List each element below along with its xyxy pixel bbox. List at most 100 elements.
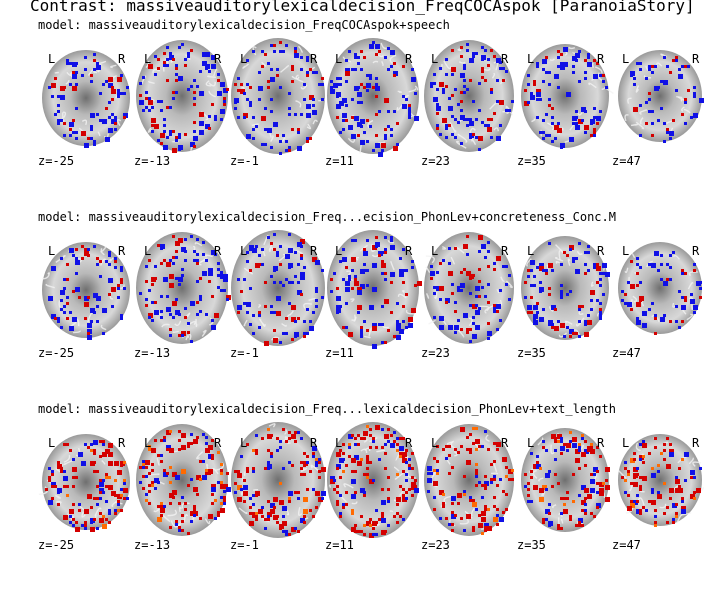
right-hemisphere-marker: R xyxy=(692,244,700,258)
model-label: model: massiveauditorylexicaldecision_Fr… xyxy=(38,18,450,32)
model-label: model: massiveauditorylexicaldecision_Fr… xyxy=(38,210,616,224)
left-hemisphere-marker: L xyxy=(527,52,535,66)
right-hemisphere-marker: R xyxy=(214,436,222,450)
right-hemisphere-marker: R xyxy=(118,244,126,258)
right-hemisphere-marker: R xyxy=(597,52,605,66)
slice-z-label: z=23 xyxy=(421,346,450,360)
slice-z-label: z=35 xyxy=(517,346,546,360)
left-hemisphere-marker: L xyxy=(335,52,343,66)
slice-z-label: z=-25 xyxy=(38,154,75,168)
right-hemisphere-marker: R xyxy=(310,244,318,258)
slice-z-label: z=23 xyxy=(421,538,450,552)
brain-slice-image xyxy=(424,40,514,152)
right-hemisphere-marker: R xyxy=(692,52,700,66)
model-row: model: massiveauditorylexicaldecision_Fr… xyxy=(0,210,723,360)
brain-slice-image xyxy=(327,38,419,157)
slice-z-label: z=47 xyxy=(612,538,641,552)
slice-z-label: z=11 xyxy=(325,346,354,360)
left-hemisphere-marker: L xyxy=(431,52,439,66)
right-hemisphere-marker: R xyxy=(310,436,318,450)
right-hemisphere-marker: R xyxy=(214,52,222,66)
slice-z-label: z=-13 xyxy=(134,154,171,168)
right-hemisphere-marker: R xyxy=(597,436,605,450)
brain-slice-image xyxy=(521,236,610,340)
brain-slice-image xyxy=(231,38,325,155)
model-label: model: massiveauditorylexicaldecision_Fr… xyxy=(38,402,616,416)
right-hemisphere-marker: R xyxy=(501,244,509,258)
right-hemisphere-marker: R xyxy=(597,244,605,258)
right-hemisphere-marker: R xyxy=(405,244,413,258)
brain-slice-image xyxy=(136,424,231,536)
left-hemisphere-marker: L xyxy=(622,436,630,450)
brain-slice-image xyxy=(618,434,705,527)
brain-slice-image xyxy=(327,230,422,349)
left-hemisphere-marker: L xyxy=(48,436,56,450)
slice-z-label: z=35 xyxy=(517,538,546,552)
left-hemisphere-marker: L xyxy=(240,436,248,450)
left-hemisphere-marker: L xyxy=(144,436,152,450)
left-hemisphere-marker: L xyxy=(622,52,630,66)
brain-slice-image xyxy=(38,434,130,532)
slice-z-label: z=35 xyxy=(517,154,546,168)
slice-z-label: z=47 xyxy=(612,154,641,168)
right-hemisphere-marker: R xyxy=(214,244,222,258)
right-hemisphere-marker: R xyxy=(501,52,509,66)
brain-slice-image xyxy=(42,50,130,148)
figure-title: Contrast: massiveauditorylexicaldecision… xyxy=(30,0,695,15)
right-hemisphere-marker: R xyxy=(501,436,509,450)
brain-slice-image xyxy=(136,232,231,344)
left-hemisphere-marker: L xyxy=(240,244,248,258)
left-hemisphere-marker: L xyxy=(527,436,535,450)
slice-z-label: z=11 xyxy=(325,154,354,168)
slice-z-label: z=-1 xyxy=(230,538,259,552)
left-hemisphere-marker: L xyxy=(48,52,56,66)
slice-z-label: z=-13 xyxy=(134,538,171,552)
slice-z-label: z=-25 xyxy=(38,346,75,360)
left-hemisphere-marker: L xyxy=(527,244,535,258)
slice-z-label: z=-25 xyxy=(38,538,75,552)
left-hemisphere-marker: L xyxy=(240,52,248,66)
model-row: model: massiveauditorylexicaldecision_Fr… xyxy=(0,18,723,168)
model-row: model: massiveauditorylexicaldecision_Fr… xyxy=(0,402,723,552)
slice-z-label: z=-1 xyxy=(230,346,259,360)
brain-slice-image xyxy=(42,242,130,340)
left-hemisphere-marker: L xyxy=(48,244,56,258)
slice-z-label: z=11 xyxy=(325,538,354,552)
brain-slice-image xyxy=(618,242,702,335)
right-hemisphere-marker: R xyxy=(405,436,413,450)
left-hemisphere-marker: L xyxy=(431,244,439,258)
slice-z-label: z=-13 xyxy=(134,346,171,360)
brain-slice-image xyxy=(231,230,325,346)
left-hemisphere-marker: L xyxy=(144,52,152,66)
slice-z-label: z=47 xyxy=(612,346,641,360)
left-hemisphere-marker: L xyxy=(335,436,343,450)
brain-slice-image xyxy=(521,428,610,532)
left-hemisphere-marker: L xyxy=(144,244,152,258)
right-hemisphere-marker: R xyxy=(692,436,700,450)
slice-z-label: z=-1 xyxy=(230,154,259,168)
brain-slice-image xyxy=(424,424,514,536)
slice-z-label: z=23 xyxy=(421,154,450,168)
right-hemisphere-marker: R xyxy=(118,52,126,66)
right-hemisphere-marker: R xyxy=(310,52,318,66)
